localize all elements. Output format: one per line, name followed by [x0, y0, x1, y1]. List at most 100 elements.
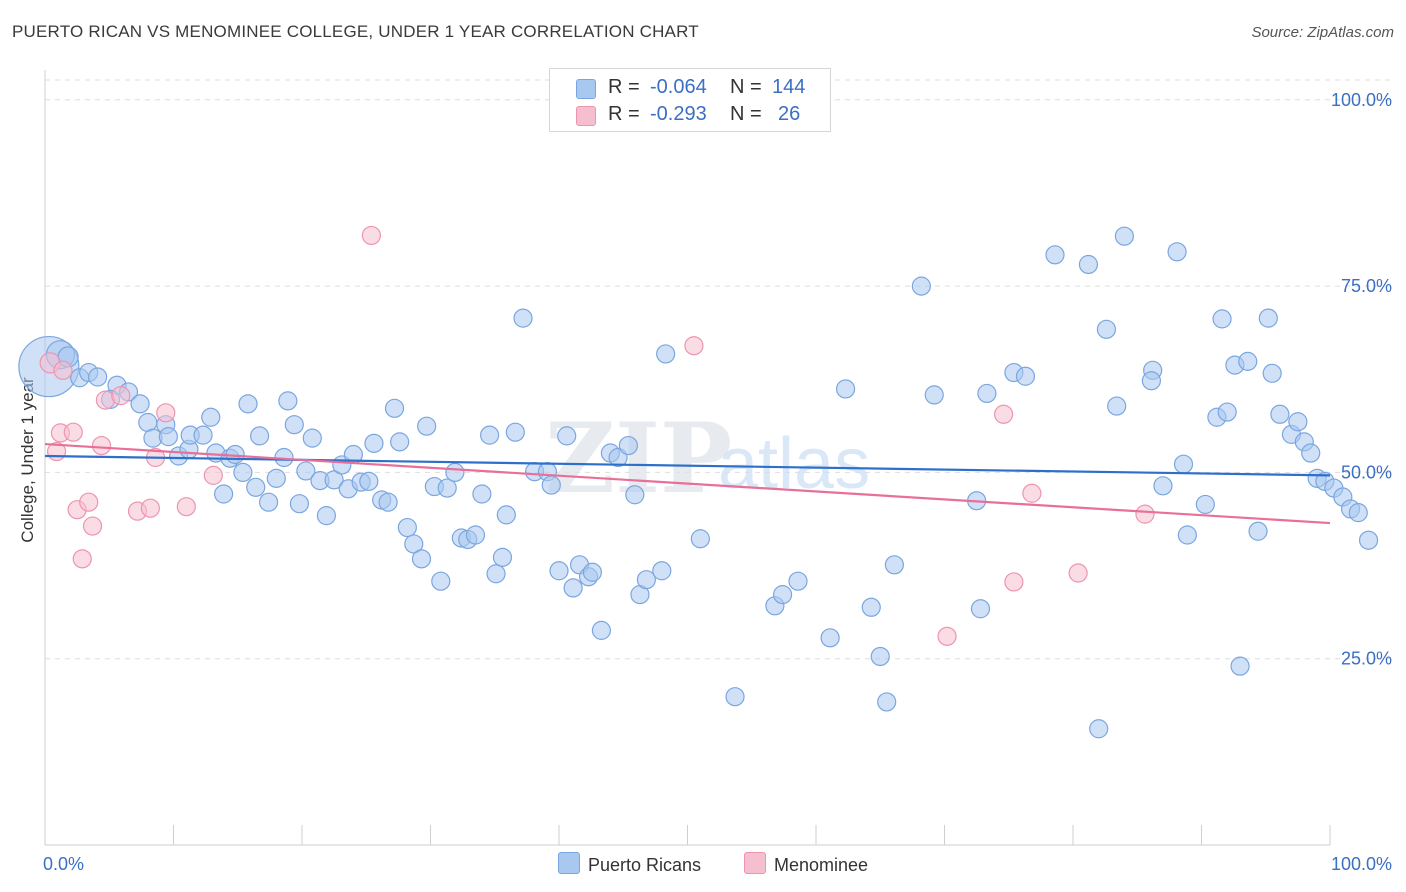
puerto-ricans-point [316, 506, 337, 526]
puerto-ricans-point [970, 599, 991, 619]
legend-item-puerto-ricans[interactable]: Puerto Ricans [558, 852, 701, 876]
puerto-ricans-point [1177, 525, 1197, 545]
puerto-ricans-point [359, 471, 379, 491]
y-tick-label: 75.0% [1341, 276, 1392, 296]
x-tick-label: 0.0% [43, 854, 84, 874]
puerto-ricans-point [437, 478, 457, 498]
puerto-ricans-point [88, 367, 108, 387]
puerto-ricans-swatch-icon [576, 79, 596, 99]
puerto-ricans-point [1258, 308, 1278, 328]
puerto-ricans-point [258, 492, 279, 512]
r-value: -0.064 [650, 76, 707, 98]
puerto-ricans-point [1167, 242, 1187, 262]
legend-item-menominee[interactable]: Menominee [744, 852, 868, 876]
menominee-point [72, 549, 92, 569]
puerto-ricans-point [1348, 503, 1368, 523]
puerto-ricans-point [636, 570, 656, 590]
puerto-ricans-point [417, 416, 437, 436]
puerto-ricans-point [201, 407, 221, 427]
puerto-ricans-point [1089, 719, 1109, 739]
puerto-ricans-point [1015, 366, 1036, 386]
puerto-ricans-point [390, 432, 410, 452]
puerto-ricans-point [404, 534, 424, 554]
r-value: -0.293 [650, 103, 707, 125]
puerto-ricans-point [1301, 443, 1321, 463]
menominee-trend-line [44, 442, 1331, 525]
puerto-ricans-point [364, 433, 384, 453]
puerto-ricans-point [1114, 226, 1135, 246]
menominee-point [1068, 563, 1088, 583]
puerto-ricans-point [877, 692, 897, 712]
puerto-ricans-point [378, 492, 398, 512]
puerto-ricans-point [788, 571, 808, 591]
puerto-ricans-point [445, 462, 465, 483]
puerto-ricans-point [266, 468, 286, 488]
watermark-atlas: atlas [718, 424, 870, 504]
n-value: 144 [772, 76, 806, 98]
menominee-point [1135, 504, 1155, 524]
y-tick-label: 50.0% [1341, 462, 1392, 482]
puerto-ricans-point [1217, 402, 1237, 422]
puerto-ricans-point [618, 435, 638, 456]
puerto-ricans-point [431, 571, 451, 591]
puerto-ricans-point [289, 494, 310, 514]
puerto-ricans-point [238, 394, 258, 414]
puerto-ricans-point [924, 385, 944, 405]
puerto-ricans-point [492, 547, 513, 567]
stats-legend-row-menominee: R = -0.293 N = 26 [550, 101, 830, 127]
puerto-ricans-point [1262, 363, 1282, 383]
puerto-ricans-point [411, 549, 432, 569]
menominee-point [203, 465, 223, 485]
puerto-ricans-point [1107, 396, 1127, 416]
n-value: 26 [778, 103, 801, 125]
menominee-point [111, 386, 131, 406]
puerto-ricans-point [1270, 404, 1290, 424]
stats-legend-row-puerto-ricans: R = -0.064 N = 144 [550, 74, 830, 100]
puerto-ricans-point [324, 470, 344, 490]
puerto-ricans-point [1078, 254, 1099, 275]
puerto-ricans-point [513, 308, 533, 328]
puerto-ricans-point [496, 505, 516, 525]
puerto-ricans-point [582, 562, 603, 582]
legend-label: Puerto Ricans [588, 855, 702, 875]
puerto-ricans-point [278, 391, 298, 411]
puerto-ricans-point [1195, 494, 1215, 515]
puerto-ricans-point [977, 383, 997, 404]
menominee-point [53, 360, 73, 380]
puerto-ricans-point [1173, 454, 1194, 474]
puerto-ricans-point [384, 398, 405, 418]
puerto-ricans-point [861, 597, 881, 617]
puerto-ricans-point [835, 379, 856, 399]
legend-label: Menominee [774, 855, 869, 875]
puerto-ricans-point [1248, 521, 1268, 541]
menominee-point [156, 403, 176, 423]
puerto-ricans-point [1212, 309, 1232, 329]
puerto-ricans-point [1153, 476, 1173, 496]
puerto-ricans-point [158, 427, 178, 447]
puerto-ricans-point [233, 462, 253, 483]
y-tick-label: 25.0% [1341, 649, 1392, 669]
puerto-ricans-point [820, 628, 840, 648]
puerto-ricans-point [397, 517, 417, 538]
puerto-ricans-point [284, 415, 304, 435]
puerto-ricans-point [480, 425, 500, 445]
puerto-ricans-point [1096, 319, 1117, 339]
puerto-ricans-point [1238, 351, 1258, 371]
r-label: R = [608, 76, 640, 98]
stats-legend: R = -0.064 N = 144 R = -0.293 N = 26 [549, 68, 831, 132]
menominee-point [79, 492, 99, 512]
puerto-ricans-point [130, 394, 150, 414]
menominee-point [684, 336, 704, 356]
puerto-ricans-point [1288, 412, 1308, 432]
puerto-ricans-point [1045, 245, 1065, 265]
menominee-point [63, 422, 83, 442]
puerto-ricans-point [472, 484, 492, 504]
x-tick-label: 100.0% [1331, 854, 1392, 874]
puerto-ricans-point [541, 475, 561, 495]
puerto-ricans-point [465, 525, 486, 545]
menominee-point [82, 516, 103, 536]
source-label: Source: ZipAtlas.com [1251, 24, 1394, 41]
n-label: N = [730, 76, 762, 98]
puerto-ricans-point [625, 485, 645, 505]
